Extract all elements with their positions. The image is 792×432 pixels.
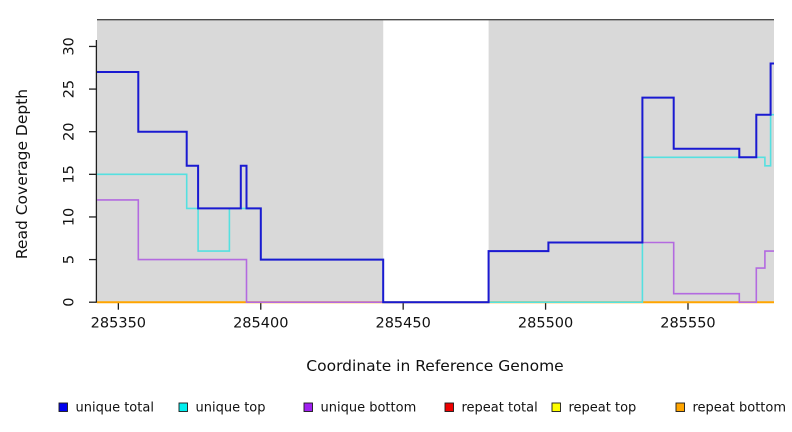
plot-dynamic-layer: 285350 285400 285450 285500 285550 0 5 10 15 20 25… — [58, 19, 787, 416]
y-axis-title: Read Coverage Depth — [13, 89, 31, 259]
legend-label: unique bottom — [321, 401, 417, 416]
legend-swatch-repeat-total — [444, 402, 454, 412]
y-tick-label: 15 — [62, 165, 78, 183]
legend-swatch-unique-top — [178, 402, 188, 412]
legend-label: unique total — [76, 401, 154, 416]
legend-swatch-repeat-top — [551, 402, 561, 412]
x-tick-label: 285350 — [91, 316, 146, 332]
x-axis-title: Coordinate in Reference Genome — [306, 357, 563, 375]
coverage-region-shading — [97, 20, 384, 303]
legend-label: repeat total — [462, 401, 538, 416]
legend-swatch-unique-total — [58, 402, 68, 412]
y-tick-label: 20 — [62, 122, 78, 140]
legend-swatch-repeat-bottom — [675, 402, 685, 412]
y-tick-label: 25 — [62, 80, 78, 98]
legend-label: unique top — [196, 401, 266, 416]
x-tick-label: 285500 — [518, 316, 573, 332]
y-tick-label: 30 — [62, 37, 78, 55]
legend-swatch-unique-bottom — [303, 402, 313, 412]
y-tick-label: 10 — [62, 208, 78, 226]
coverage-region-shading — [488, 20, 774, 303]
y-tick-label: 0 — [62, 298, 78, 307]
y-tick-label: 5 — [62, 255, 78, 264]
legend-label: repeat top — [569, 401, 637, 416]
legend-label: repeat bottom — [693, 401, 787, 416]
x-tick-label: 285450 — [375, 316, 430, 332]
x-tick-label: 285550 — [660, 316, 715, 332]
x-tick-label: 285400 — [233, 316, 288, 332]
series-line-unique-total — [97, 62, 774, 304]
